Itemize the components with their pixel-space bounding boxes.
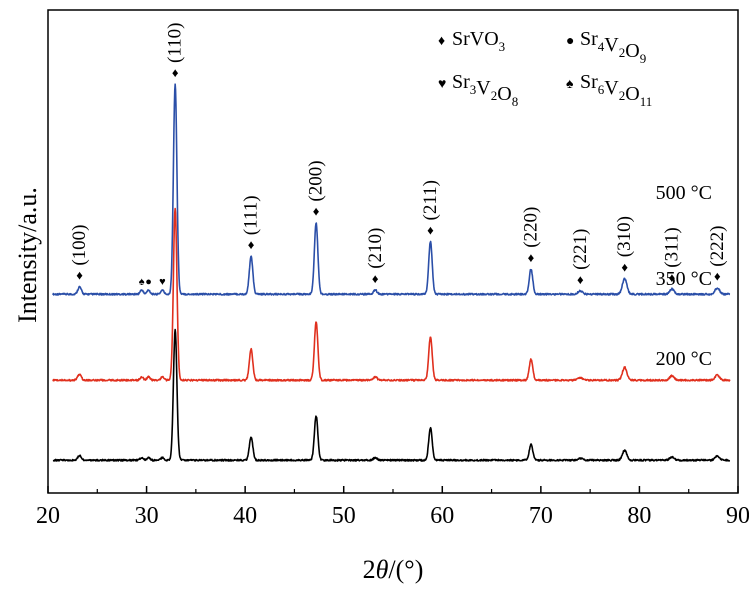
x-axis-title: 2θ/(°) <box>363 555 424 584</box>
legend-marker: ♠ <box>566 77 574 92</box>
series-line <box>52 83 731 296</box>
legend-entry: SrVO3 <box>452 28 505 54</box>
x-axis: 20 30 40 50 60 70 80 90 <box>36 486 749 529</box>
peak-marker: ♦ <box>248 237 255 252</box>
impurity-marker: ● <box>145 276 152 288</box>
x-tick-label: 40 <box>233 503 257 529</box>
plot-area: 500 °C 350 °C 200 °C ♦ (100) ♦ (110) ♦ (111) ♦ (20… <box>52 23 731 462</box>
x-tick-label: 50 <box>332 503 356 529</box>
x-tick-label: 80 <box>627 503 651 529</box>
peak-label: (221) <box>570 229 591 270</box>
peak-label: (111) <box>241 195 262 235</box>
peak-marker: ♦ <box>577 272 584 287</box>
peak-marker: ♦ <box>714 269 721 284</box>
peak-label: (211) <box>420 180 441 220</box>
peak-marker: ♦ <box>172 65 179 80</box>
peak-marker: ♦ <box>313 204 320 219</box>
peak-marker: ♦ <box>76 268 83 283</box>
peak-label: (210) <box>365 228 386 269</box>
peak-marker: ♦ <box>528 250 535 265</box>
series-label: 350 °C <box>656 268 712 290</box>
peak-label: (222) <box>707 226 728 267</box>
legend-entry: Sr4V2O9 <box>580 28 646 66</box>
peak-marker: ♦ <box>669 270 676 285</box>
peak-marker: ♦ <box>621 259 628 274</box>
peak-label: (200) <box>306 160 327 201</box>
impurity-marker: ♥ <box>159 276 166 288</box>
series-label: 500 °C <box>656 182 712 204</box>
peak-label: (311) <box>661 227 682 267</box>
x-tick-label: 70 <box>529 503 553 529</box>
x-tick-label: 60 <box>430 503 454 529</box>
legend: ♦ SrVO3 ● Sr4V2O9 ♥ Sr3V2O8 ♠ Sr6V2O11 <box>438 28 652 109</box>
peak-label: (110) <box>165 23 186 63</box>
peak-label: (220) <box>521 207 542 248</box>
x-tick-label: 30 <box>135 503 159 529</box>
peak-label: (310) <box>614 216 635 257</box>
series-line <box>52 328 731 462</box>
legend-marker: ♦ <box>438 34 445 49</box>
series-label: 200 °C <box>656 348 712 370</box>
legend-marker: ♥ <box>438 77 446 92</box>
legend-entry: Sr3V2O8 <box>452 71 518 109</box>
peak-marker: ♦ <box>427 223 434 238</box>
peak-label: (100) <box>69 224 90 265</box>
legend-marker: ● <box>566 34 574 49</box>
legend-entry: Sr6V2O11 <box>580 71 652 109</box>
peak-marker: ♦ <box>372 271 379 286</box>
series-line <box>52 207 731 382</box>
x-tick-label: 20 <box>36 503 60 529</box>
x-tick-label: 90 <box>726 503 749 529</box>
impurity-marker: ♠ <box>139 276 145 288</box>
y-axis-title: Intensity/a.u. <box>13 187 42 323</box>
